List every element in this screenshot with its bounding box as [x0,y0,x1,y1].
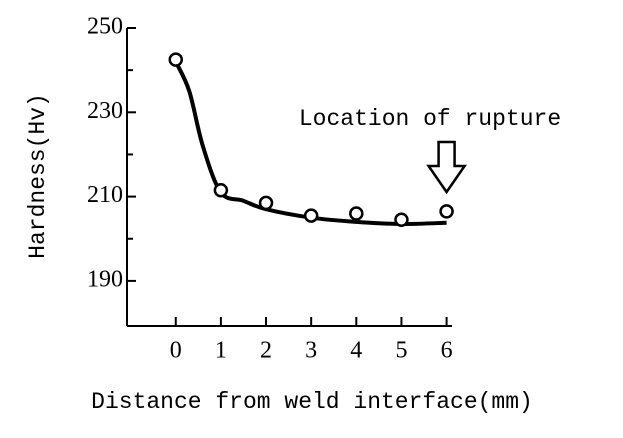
data-point [439,204,454,219]
x-tick-label: 0 [170,338,182,364]
x-tick-label: 1 [215,338,227,364]
data-point [213,183,229,198]
x-axis-label: Distance from weld interface(mm) [91,389,533,415]
x-tick-label: 6 [441,338,453,364]
data-point [394,212,409,228]
fit-curve [173,60,447,226]
x-tick-label: 2 [260,338,272,364]
x-tick-label: 3 [305,338,317,364]
y-axis-label: Hardness(Hv) [25,93,51,259]
y-tick-label: 210 [87,182,123,208]
data-point [258,195,274,211]
data-point [168,52,183,67]
data-point [303,208,319,223]
data-point [349,206,364,221]
y-tick-label: 250 [87,14,123,40]
y-tick-label: 230 [87,98,123,124]
y-tick-label: 190 [87,266,123,292]
x-tick-label: 5 [395,338,407,364]
x-tick-label: 4 [350,338,362,364]
rupture-arrow [426,140,467,195]
annotation: Location of rupture [299,106,561,132]
